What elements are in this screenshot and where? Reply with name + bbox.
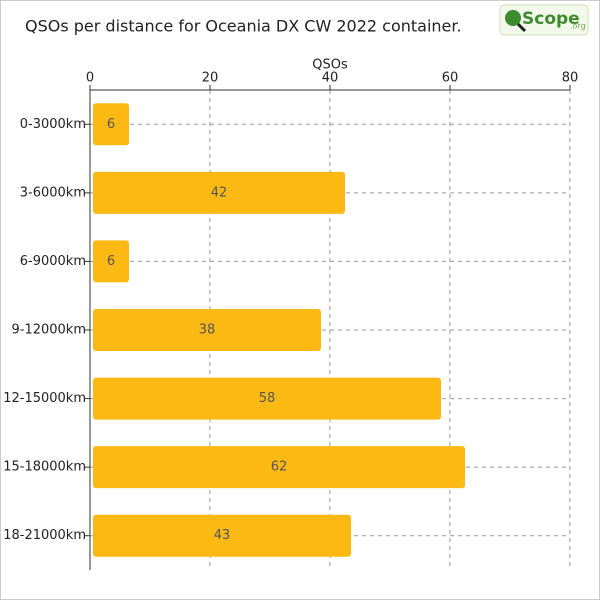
y-tick-label: 12-15000km [3,391,86,406]
value-label: 43 [214,528,231,543]
y-tick-label: 9-12000km [11,323,86,338]
y-tick-label: 18-21000km [3,528,86,543]
y-tick-label: 3-6000km [20,185,86,200]
value-label: 38 [199,323,216,338]
value-label: 42 [211,185,228,200]
logo-handle [516,22,527,33]
chart-title: QSOs per distance for Oceania DX CW 2022… [25,17,462,36]
bar [93,514,351,557]
x-tick-label: 0 [86,71,94,86]
bar [93,240,129,283]
value-label: 62 [271,460,288,475]
y-tick-label: 6-9000km [20,254,86,269]
bar [93,309,321,351]
y-tick-label: 0-3000km [20,117,86,132]
bar [93,446,465,489]
logo-name: Scope [522,9,580,29]
x-axis-label: QSOs [312,58,348,73]
logo-suffix: .org [570,22,586,31]
value-label: 58 [259,391,276,406]
x-tick-label: 80 [562,71,579,86]
y-tick-label: 15-18000km [3,460,86,475]
x-tick-label: 20 [202,71,219,86]
logo: Scope .org [499,4,589,36]
x-tick-label: 60 [442,71,459,86]
x-tick-label: 40 [322,71,339,86]
value-label: 6 [107,254,115,269]
bar [93,377,441,420]
logo-icon [505,10,521,26]
bar [93,171,345,214]
bar [93,103,129,146]
value-label: 6 [107,117,115,132]
